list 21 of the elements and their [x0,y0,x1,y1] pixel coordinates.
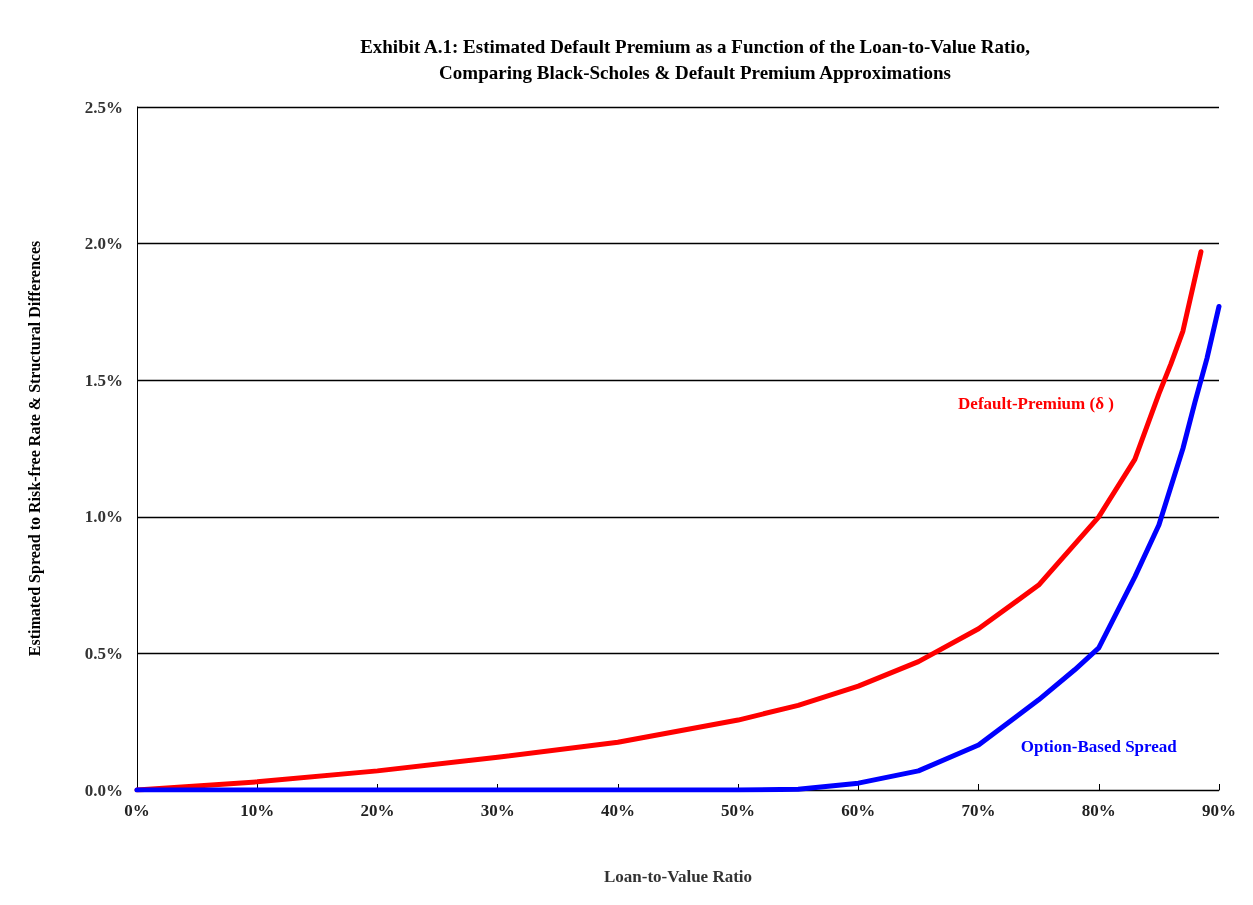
y-tick-label: 2.0% [84,234,123,254]
x-tick-label: 30% [480,801,515,820]
y-tick-label: 0.0% [84,780,123,800]
x-tick-label: 70% [961,801,996,820]
x-tick-label: 80% [1081,801,1116,820]
x-tick-label: 50% [721,801,756,820]
y-tick-label: 1.5% [84,370,123,390]
x-tick-label: 90% [1202,801,1236,820]
x-axis-title: Loan-to-Value Ratio [603,867,753,886]
text: Default-Premium (δ ) [958,394,1114,414]
y-tick-label: 0.5% [84,643,123,663]
chart-title: Exhibit A.1: Estimated Default Premium as a Function of the Loan-to-Value Ratio, Comparing Black-Scholes & Default Premium Approximations [360,35,1031,83]
y-tick-label: 1.0% [84,507,123,527]
x-tick-label: 20% [360,801,395,820]
series-label: Option-Based Spread [1020,736,1178,756]
x-tick-label: 40% [600,801,635,820]
x-tick-label: 0% [124,801,150,820]
y-axis-title: Estimated Spread to Risk-free Rate & Structural Differences [25,240,44,657]
x-tick-label: 10% [240,801,275,820]
y-tick-label: 2.5% [84,97,123,117]
x-tick-label: 60% [841,801,876,820]
